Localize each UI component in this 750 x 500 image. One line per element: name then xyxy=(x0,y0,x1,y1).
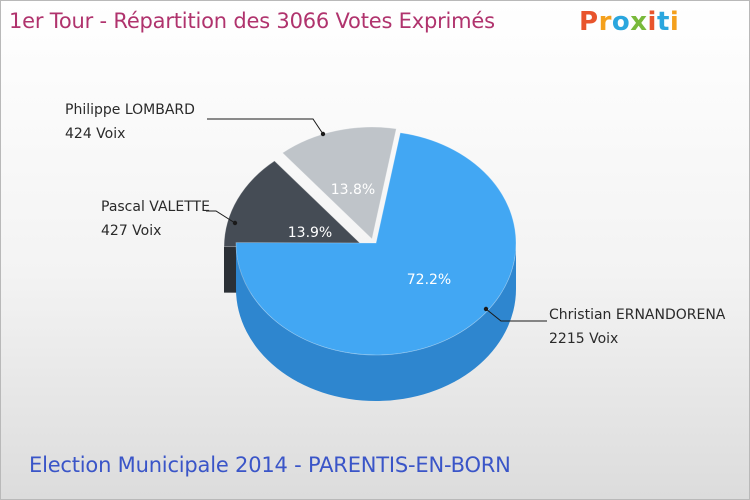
callout-dot xyxy=(483,306,489,312)
logo-letter: i xyxy=(647,7,657,37)
logo-letter: t xyxy=(656,7,670,37)
callout-line xyxy=(485,308,547,322)
callout-votes: 2215 Voix xyxy=(549,331,618,347)
callout-votes: 427 Voix xyxy=(101,223,161,239)
logo-letter: r xyxy=(598,7,612,37)
chart-subtitle: Election Municipale 2014 - PARENTIS-EN-B… xyxy=(29,453,511,477)
slice-percent-label: 72.2% xyxy=(407,272,451,288)
pie-slice-pascal-valette[interactable] xyxy=(223,160,365,248)
pie-slice-christian-ernandorena[interactable] xyxy=(235,132,517,356)
pie-slice-philippe-lombard[interactable] xyxy=(281,126,397,240)
callout-line xyxy=(207,118,324,135)
callout-dot xyxy=(232,220,238,226)
callout-name: Philippe LOMBARD xyxy=(65,102,195,118)
slice-percent-label: 13.8% xyxy=(331,182,375,198)
chart-title: 1er Tour - Répartition des 3066 Votes Ex… xyxy=(9,9,495,33)
proxiti-logo[interactable]: Proxiti xyxy=(579,7,679,37)
pie-slice-side xyxy=(236,243,516,401)
callout-name: Christian ERNANDORENA xyxy=(549,307,726,323)
callout-name: Pascal VALETTE xyxy=(101,199,210,215)
logo-letter: o xyxy=(611,7,631,37)
slice-percent-label: 13.9% xyxy=(288,225,332,241)
logo-letter: x xyxy=(630,7,648,37)
logo-letter: i xyxy=(669,7,680,37)
logo-letter: P xyxy=(579,7,599,37)
callout-votes: 424 Voix xyxy=(65,126,125,142)
callout-dot xyxy=(320,131,326,137)
callout-line xyxy=(206,210,236,224)
